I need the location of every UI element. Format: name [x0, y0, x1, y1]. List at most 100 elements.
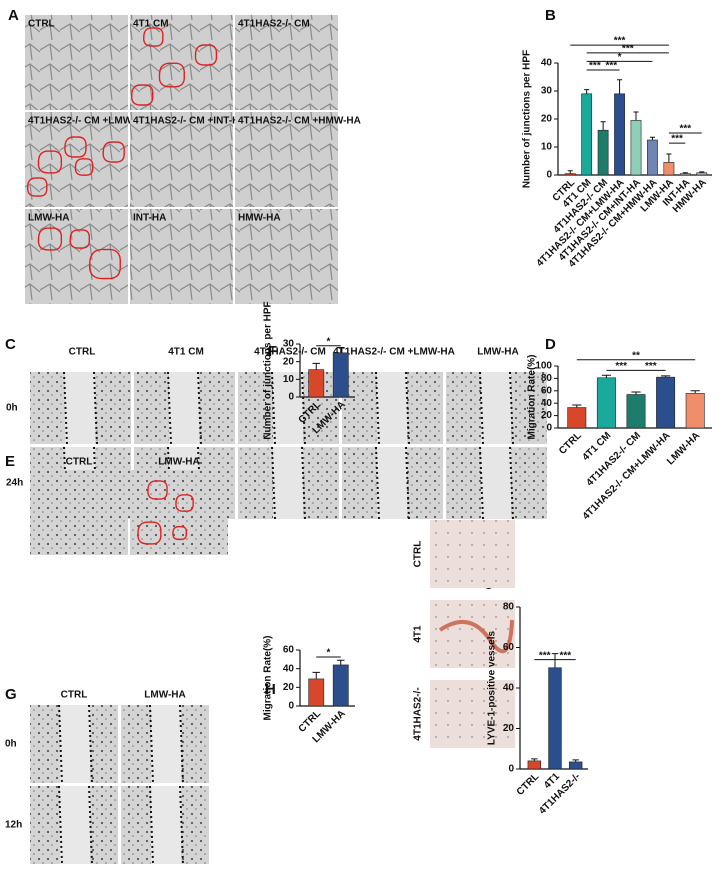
row-label: 4T1HAS2-/-	[413, 687, 424, 740]
error-bar	[336, 347, 345, 353]
stain	[438, 619, 514, 654]
significance-label: ***	[671, 134, 683, 145]
wound-edge	[375, 446, 380, 520]
significance-label: ***	[645, 361, 657, 372]
wound-edge	[93, 371, 98, 445]
significance-label: ***	[539, 650, 551, 661]
gap	[151, 786, 181, 864]
error-bar	[601, 374, 611, 378]
significance-label: *	[327, 648, 331, 659]
gap	[273, 447, 303, 519]
bar	[685, 392, 705, 429]
row-label: CTRL	[413, 541, 424, 568]
wound-edge	[179, 704, 184, 784]
column-label: LMW-HA	[158, 457, 199, 468]
micrograph	[30, 470, 128, 555]
error-bar	[531, 758, 538, 761]
bar	[332, 352, 349, 398]
gap	[377, 447, 407, 519]
error-bar	[661, 375, 671, 378]
error-bar	[649, 136, 655, 140]
micrograph	[235, 209, 338, 304]
wound-edge	[271, 371, 276, 445]
x-tick-label: CTRL	[515, 771, 542, 798]
bar	[527, 760, 542, 770]
panel-label: C	[5, 336, 16, 353]
y-tick-label: 60	[283, 645, 295, 656]
wound-edge	[271, 446, 276, 520]
panel-label: D	[545, 336, 556, 353]
wound-edge	[375, 371, 380, 445]
y-tick-label: 20	[283, 682, 295, 693]
error-bar	[572, 404, 582, 408]
image-label: INT-HA	[133, 213, 166, 224]
wound-edge	[88, 704, 93, 784]
micrograph	[130, 470, 228, 555]
row-label: 4T1	[413, 625, 424, 643]
y-tick-label: 20	[541, 410, 553, 421]
bar	[581, 93, 593, 176]
gap	[273, 372, 303, 444]
outline	[37, 227, 63, 251]
x-tick-label: CTRL	[557, 430, 584, 457]
column-label: 4T1HAS2-/- CM	[254, 347, 326, 358]
error-bar	[633, 111, 639, 121]
wound-edge	[167, 371, 172, 445]
error-bar	[312, 671, 321, 679]
y-tick-label: 40	[283, 663, 295, 674]
gap	[481, 447, 511, 519]
gap	[377, 372, 407, 444]
wound-edge	[58, 704, 63, 784]
outline	[102, 141, 125, 163]
significance-label: ***	[605, 61, 617, 72]
outline	[64, 136, 87, 158]
y-tick-label: 0	[546, 423, 552, 434]
outline	[37, 150, 63, 174]
y-tick-label: 0	[288, 701, 294, 712]
gap	[481, 372, 511, 444]
significance-label: ***	[622, 44, 634, 55]
error-bar	[312, 362, 321, 370]
bar	[696, 172, 708, 176]
wound-edge	[509, 371, 514, 445]
micrograph	[25, 209, 128, 304]
error-bar	[682, 172, 688, 174]
panel-label: F	[268, 343, 277, 360]
image-label: 4T1 CM	[133, 19, 169, 30]
error-bar	[666, 153, 672, 163]
image-label: 4T1HAS2-/- CM +HMW-HA	[238, 116, 361, 127]
panel-label: A	[8, 7, 19, 24]
outline	[172, 525, 188, 541]
gap	[151, 705, 181, 783]
bar	[564, 173, 576, 176]
bar	[679, 173, 691, 176]
wound-edge	[179, 785, 184, 865]
micrograph	[130, 15, 233, 110]
significance-label: *	[618, 52, 622, 63]
bar	[548, 667, 562, 770]
wound-edge	[479, 371, 484, 445]
y-tick-label: 60	[503, 642, 515, 653]
wound-edge	[149, 704, 154, 784]
error-bar	[690, 390, 700, 394]
y-axis-label: Number of junctions per HPF	[263, 301, 274, 439]
wound-edge	[301, 446, 306, 520]
error-bar	[567, 170, 573, 174]
y-tick-label: 60	[541, 385, 553, 396]
outline	[26, 177, 48, 197]
y-tick-label: 0	[288, 392, 294, 403]
bar	[647, 139, 658, 176]
y-tick-label: 10	[283, 374, 295, 385]
bar	[308, 678, 325, 707]
error-bar	[699, 171, 705, 173]
error-bar	[631, 391, 641, 395]
bar	[308, 369, 325, 398]
bar	[626, 394, 646, 429]
micrograph	[430, 520, 515, 588]
y-axis-label: Migration Rate(%)	[263, 636, 274, 721]
bar	[630, 120, 642, 176]
outline	[194, 44, 218, 66]
image-label: CTRL	[28, 19, 55, 30]
micrograph	[130, 112, 233, 207]
